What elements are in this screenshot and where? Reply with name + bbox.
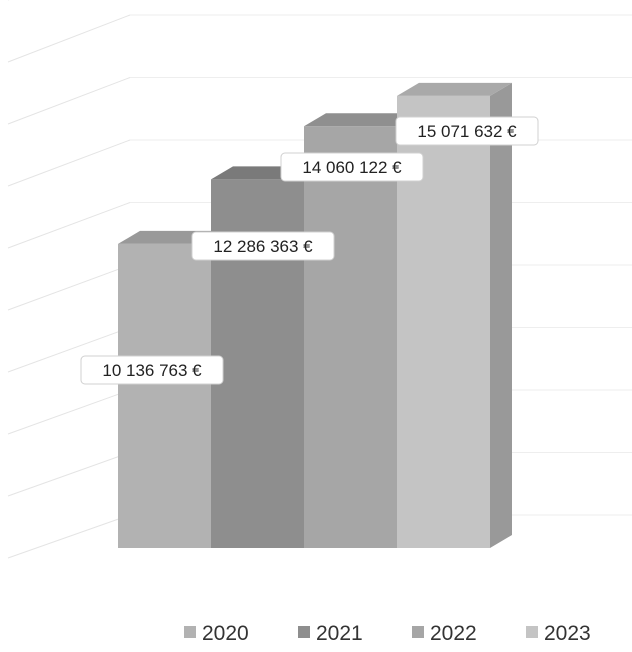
legend-swatch-2020 — [184, 626, 196, 638]
legend-swatch-2021 — [298, 626, 310, 638]
gridline-left — [8, 515, 130, 558]
legend-swatch-2022 — [412, 626, 424, 638]
data-label-2023: 15 071 632 € — [417, 122, 517, 141]
data-label-2021: 12 286 363 € — [213, 237, 313, 256]
legend-label-2023: 2023 — [544, 622, 591, 645]
data-label-2020: 10 136 763 € — [102, 361, 202, 380]
gridline-left — [8, 140, 130, 186]
legend-label-2020: 2020 — [202, 622, 249, 645]
gridline-left — [8, 265, 130, 310]
gridline-left — [8, 453, 130, 497]
gridline-left — [8, 390, 130, 434]
gridline-left — [8, 203, 130, 249]
bar-2020 — [118, 244, 211, 548]
legend-label-2022: 2022 — [430, 622, 477, 645]
legend-swatch-2023 — [526, 626, 538, 638]
data-label-2022: 14 060 122 € — [302, 158, 402, 177]
legend-label-2021: 2021 — [316, 622, 363, 645]
gridline-left — [8, 15, 130, 62]
bar-side-2023 — [490, 83, 512, 548]
gridline-left — [8, 78, 130, 125]
legend: 2020 2021 2022 2023 — [184, 622, 591, 645]
bar-2022 — [304, 126, 397, 548]
